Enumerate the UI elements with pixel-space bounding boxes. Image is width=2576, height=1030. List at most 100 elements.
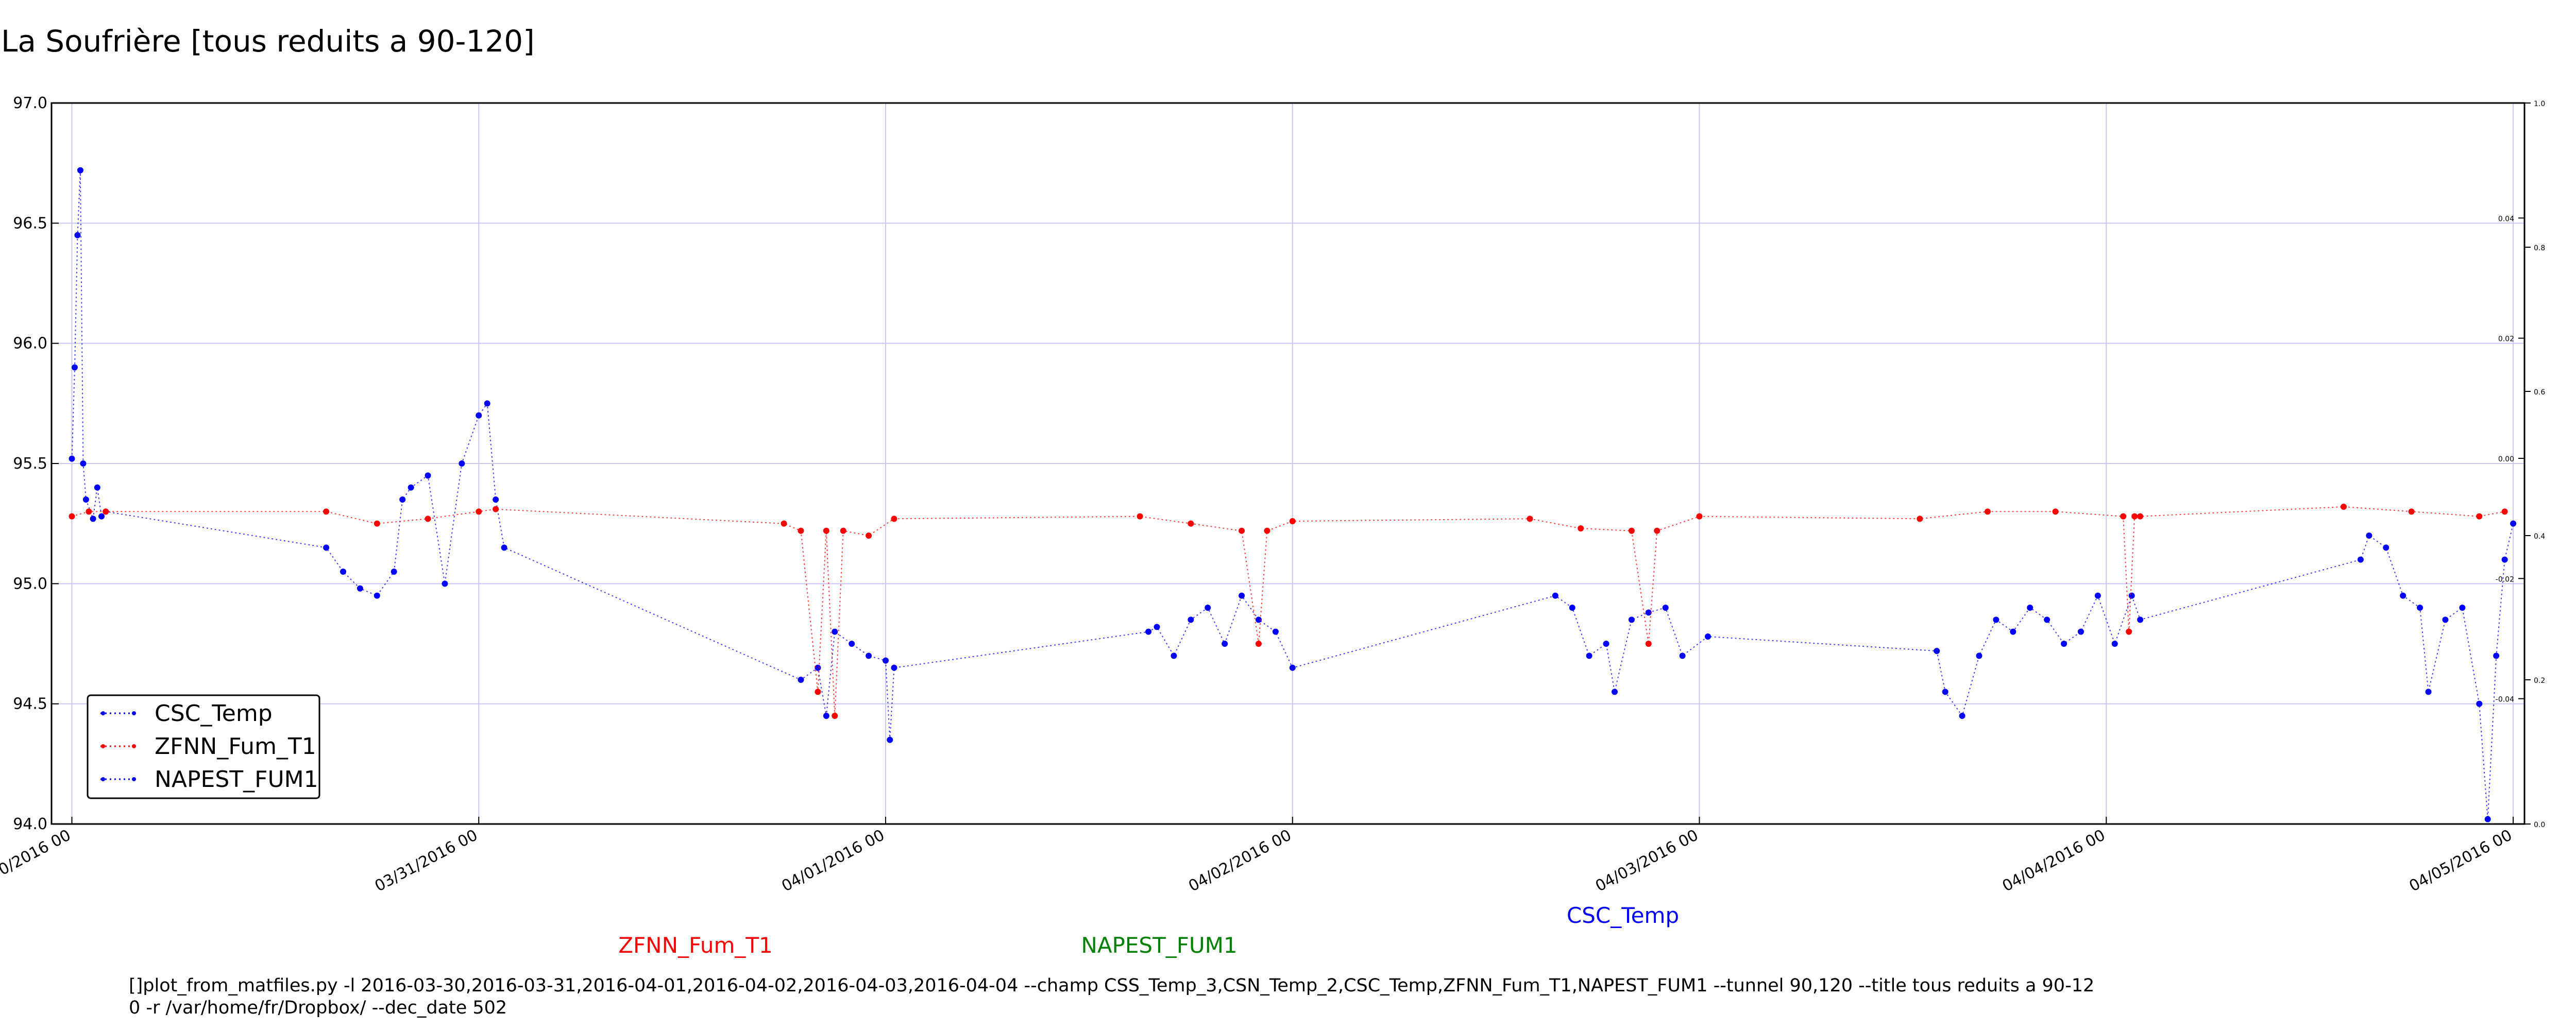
data-point [374,592,380,599]
series-line [72,506,2505,716]
data-point [2459,605,2466,611]
x-tick-label: 03/31/2016 00 [372,826,481,895]
inner-right-tick-label: 0.00 [2498,455,2514,464]
data-point [832,713,838,719]
data-point [2137,616,2144,623]
data-point [86,508,92,515]
data-point [74,232,81,238]
data-point [1205,605,1211,611]
data-point [2027,605,2033,611]
data-point [840,527,846,534]
data-point [2442,616,2449,623]
data-point [1137,513,1143,520]
data-point [2094,592,2101,599]
data-point [1188,520,1194,527]
command-line-caption: []plot_from_matfiles.py -l 2016-03-30,20… [129,975,2095,1018]
data-point [2077,628,2084,635]
data-point [69,455,75,462]
data-point [2484,816,2491,822]
data-point [1612,689,1618,695]
inner-right-tick-label: 0.02 [2498,335,2514,344]
data-point [849,641,855,647]
data-point [1628,527,1635,534]
data-point [2340,504,2347,510]
legend-marker [132,744,136,748]
data-point [1628,616,1635,623]
data-point [887,736,893,743]
data-point [2010,628,2016,635]
data-point [2357,556,2364,563]
legend-label: CSC_Temp [155,700,273,727]
data-point [103,508,109,515]
data-point [425,516,431,522]
x-tick-label: 04/05/2016 00 [2406,826,2515,895]
y-tick-label: 96.0 [13,335,47,353]
data-point [323,544,330,551]
inner-right-tick-label: 0.04 [2498,215,2514,223]
data-point [1239,527,1245,534]
data-point [340,569,346,575]
x-tick-label: 04/03/2016 00 [1592,826,1701,895]
data-point [1222,641,1228,647]
data-point [501,544,507,551]
data-point [2510,520,2517,527]
data-point [1993,616,1999,623]
y-tick-label: 96.5 [13,214,47,232]
y-tick-label: 94.5 [13,695,47,713]
series-CSC_Temp [69,167,2517,822]
data-point [1239,592,1245,599]
data-point [425,472,431,479]
series-layer [69,167,2517,822]
bottom-label-CSC_Temp: CSC_Temp [1567,903,1679,928]
data-point [2476,700,2483,707]
legend: CSC_Temp ZFNN_Fum_T1 NAPEST_FUM1 [87,694,320,799]
data-point [2501,556,2508,563]
data-point [1255,641,1262,647]
data-point [1154,624,1160,630]
data-point [1272,628,1279,635]
data-point [1984,508,1991,515]
legend-marker [101,711,105,715]
data-point [1527,516,1533,522]
data-point [2052,508,2059,515]
data-point [94,484,100,491]
data-point [323,508,330,515]
data-point [2126,628,2132,635]
series-ZFNN_Fum_T1 [69,504,2508,719]
data-point [493,506,499,512]
data-point [2476,513,2483,520]
data-point [866,653,872,659]
data-point [781,520,787,527]
y-tick-label: 95.5 [13,455,47,473]
data-point [815,689,821,695]
data-point [399,496,406,503]
data-point [1188,616,1194,623]
data-point [1704,633,1711,640]
data-point [891,516,897,522]
data-point [2061,641,2067,647]
data-point [1264,527,1270,534]
data-point [1679,653,1686,659]
data-point [866,533,872,539]
data-point [98,513,105,520]
data-point [2120,513,2127,520]
x-tick-label: 03/30/2016 00 [0,826,74,895]
data-point [1959,713,1965,719]
x-tick-label: 04/04/2016 00 [1999,826,2108,895]
data-point [1662,605,1669,611]
data-point [374,520,380,527]
data-point [442,580,448,587]
data-point [82,496,89,503]
data-point [1934,648,1940,654]
data-point [484,400,490,407]
data-point [391,569,397,575]
grid [52,103,2524,824]
data-point [2493,653,2500,659]
data-point [1586,653,1592,659]
data-point [90,516,96,522]
right-tick-label: 0.6 [2534,388,2545,397]
bottom-label-ZFNN_Fum_T1: ZFNN_Fum_T1 [618,933,773,958]
data-point [2425,689,2432,695]
data-point [408,484,414,491]
legend-marker [101,777,105,781]
